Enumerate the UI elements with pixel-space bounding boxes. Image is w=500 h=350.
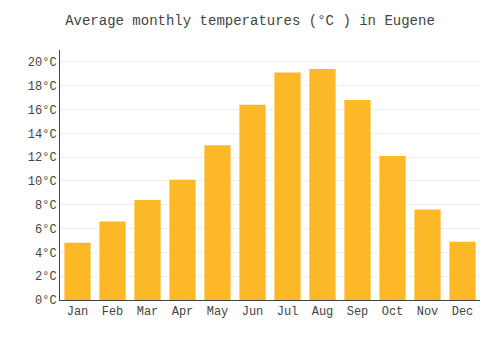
svg-text:Average monthly temperatures (: Average monthly temperatures (°C ) in Eu… <box>65 13 435 29</box>
svg-text:8°C: 8°C <box>35 199 57 213</box>
svg-text:12°C: 12°C <box>28 151 57 165</box>
svg-text:20°C: 20°C <box>28 56 57 70</box>
svg-text:Sep: Sep <box>347 305 369 319</box>
svg-text:Jun: Jun <box>242 305 264 319</box>
svg-text:May: May <box>207 305 229 319</box>
svg-text:Apr: Apr <box>172 305 194 319</box>
svg-text:16°C: 16°C <box>28 104 57 118</box>
svg-text:6°C: 6°C <box>35 223 57 237</box>
svg-text:Jul: Jul <box>277 305 299 319</box>
svg-text:0°C: 0°C <box>35 294 57 308</box>
svg-text:Feb: Feb <box>102 305 124 319</box>
svg-text:Mar: Mar <box>137 305 159 319</box>
svg-text:18°C: 18°C <box>28 80 57 94</box>
svg-text:Aug: Aug <box>312 305 334 319</box>
svg-text:Oct: Oct <box>382 305 404 319</box>
svg-text:2°C: 2°C <box>35 270 57 284</box>
svg-text:10°C: 10°C <box>28 175 57 189</box>
svg-text:14°C: 14°C <box>28 128 57 142</box>
svg-text:Nov: Nov <box>417 305 439 319</box>
svg-text:4°C: 4°C <box>35 247 57 261</box>
svg-text:Dec: Dec <box>452 305 474 319</box>
svg-text:Jan: Jan <box>67 305 89 319</box>
